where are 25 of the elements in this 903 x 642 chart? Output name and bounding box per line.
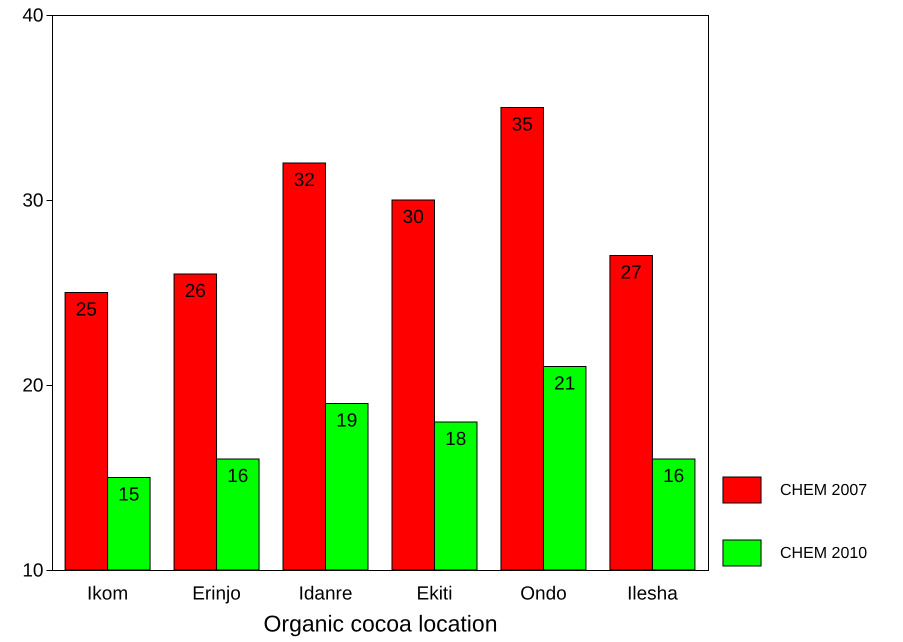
data-label: 19 <box>336 410 358 432</box>
x-tick-label: Ilesha <box>627 584 678 604</box>
y-tick-label: 10 <box>22 560 44 582</box>
x-tick-label: Erinjo <box>192 584 241 604</box>
data-label: 15 <box>118 484 140 506</box>
x-axis-title: Organic cocoa location <box>264 610 498 636</box>
legend-label: CHEM 2010 <box>780 545 868 562</box>
data-label: 26 <box>184 281 206 302</box>
y-tick-label: 30 <box>22 190 44 212</box>
data-label: 16 <box>663 466 684 487</box>
data-label: 35 <box>512 114 533 136</box>
data-label: 18 <box>445 429 466 450</box>
data-label: 30 <box>402 207 424 228</box>
x-tick-label: Ekiti <box>416 584 452 604</box>
data-label: 32 <box>294 170 315 191</box>
x-tick-label: Idanre <box>298 584 352 604</box>
x-tick-label: Ikom <box>86 584 128 604</box>
data-label: 27 <box>620 262 642 284</box>
x-tick-label: Ondo <box>520 584 567 604</box>
y-tick-label: 40 <box>22 6 44 26</box>
data-label: 21 <box>554 374 576 394</box>
data-label: 25 <box>76 300 97 320</box>
legend-label: CHEM 2007 <box>780 482 868 499</box>
data-label: 16 <box>227 466 248 487</box>
y-tick-label: 20 <box>22 376 44 396</box>
